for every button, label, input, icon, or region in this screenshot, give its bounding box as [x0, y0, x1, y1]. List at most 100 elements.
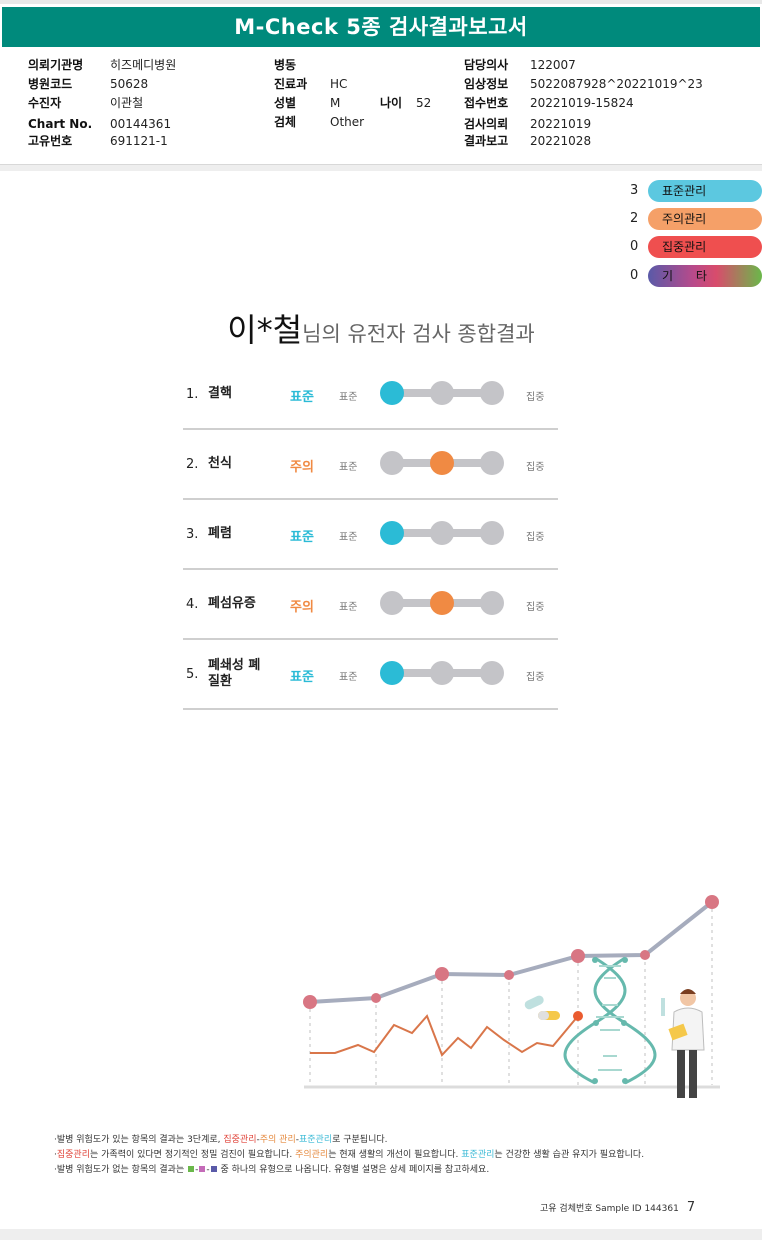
scale-low-label: 표준: [339, 532, 358, 543]
info-value: 20221019: [530, 117, 592, 131]
info-value: 122007: [530, 58, 576, 72]
section-divider: [0, 164, 762, 171]
gauge-active-dot: [380, 661, 404, 685]
scale-high-label: 집중: [526, 602, 545, 613]
result-number: 5.: [186, 667, 199, 682]
result-number: 4.: [186, 597, 199, 612]
risk-gauge: [380, 521, 504, 545]
footnote-standard-term: 표준관리: [298, 1135, 333, 1145]
footnote-caution-term: 주의관리: [295, 1150, 329, 1160]
info-value: 50628: [110, 77, 149, 91]
gauge-dot: [380, 451, 404, 475]
footnote-text: -: [295, 1135, 299, 1145]
legend-label: 기 타: [648, 265, 762, 287]
type-color-square: [210, 1166, 217, 1172]
footnote-text: 중 하나의 유형으로 나옵니다. 유형별 설명은 상세 페이지를 참고하세요.: [217, 1165, 490, 1175]
scale-high-label: 집중: [526, 532, 545, 543]
info-value: 이관철: [110, 96, 144, 110]
info-label: 진료과: [274, 77, 308, 91]
result-row: 1. 결핵 표준 표준 집중: [183, 360, 558, 430]
footnote-line: ·발병 위험도가 없는 항목의 결과는 -- 중 하나의 유형으로 나옵니다. …: [54, 1165, 490, 1175]
doctor-figure-icon: [661, 989, 705, 1098]
result-number: 2.: [186, 457, 199, 472]
top-border: [0, 0, 762, 4]
footnote-text: 는 현재 생활의 개선이 필요합니다.: [328, 1150, 462, 1160]
result-status: 표준: [290, 390, 314, 405]
info-label: 임상정보: [464, 77, 509, 91]
info-label: 검사의뢰: [464, 117, 509, 131]
risk-gauge: [380, 661, 504, 685]
info-value: 5022087928^20221019^23: [530, 77, 703, 91]
info-label: 접수번호: [464, 96, 509, 110]
info-value: Other: [330, 115, 365, 129]
gauge-dot: [430, 381, 454, 405]
legend-count: 0: [630, 268, 639, 283]
info-value: 히즈메디병원: [110, 58, 177, 72]
result-status: 표준: [290, 530, 314, 545]
footnote-text: -: [256, 1135, 260, 1145]
gauge-dot: [480, 591, 504, 615]
scale-low-label: 표준: [339, 462, 358, 473]
gauge-active-dot: [430, 591, 454, 615]
risk-gauge: [380, 451, 504, 475]
gauge-dot: [430, 521, 454, 545]
page-number: 7: [686, 1200, 696, 1215]
result-status: 주의: [290, 460, 314, 475]
scale-low-label: 표준: [339, 392, 358, 403]
info-value: 00144361: [110, 117, 172, 131]
footnote-standard-term: 표준관리: [461, 1150, 495, 1160]
info-label: 고유번호: [28, 134, 73, 148]
gauge-dot: [480, 381, 504, 405]
info-value: 20221019-15824: [530, 96, 634, 110]
info-label: 담당의사: [464, 58, 509, 72]
result-name: 폐섬유증: [208, 596, 256, 611]
result-row: 2. 천식 주의 표준 집중: [183, 430, 558, 500]
legend-count: 3: [630, 183, 639, 198]
legend-count: 2: [630, 211, 639, 226]
footnote-critical-term: 집중관리: [223, 1135, 257, 1145]
result-row: 4. 폐섬유증 주의 표준 집중: [183, 570, 558, 640]
patient-name-masked: 이*철: [227, 311, 303, 349]
vertical-dashes: [309, 902, 713, 1085]
footnote-line: ·발병 위험도가 있는 항목의 결과는 3단계로, 집중관리-주의 관리-표준관…: [54, 1133, 644, 1148]
result-name: 천식: [208, 456, 232, 471]
gauge-dot: [430, 661, 454, 685]
report-title: M-Check 5종 검사결과보고서: [2, 7, 760, 47]
info-label: 성별: [274, 96, 297, 110]
footnote-critical-term: 집중관리: [56, 1150, 90, 1160]
info-value: 52: [416, 96, 432, 110]
result-name: 폐쇄성 폐질환: [208, 658, 261, 689]
info-label: 검체: [274, 115, 297, 129]
legend-label: 집중관리: [648, 236, 762, 258]
result-number: 1.: [186, 387, 199, 402]
trend-line: [309, 900, 714, 1004]
pill-icons: [524, 995, 560, 1020]
summary-headline: 이*철님의 유전자 검사 종합결과: [0, 305, 762, 351]
dna-helix-icon: [563, 956, 657, 1085]
footnote-text: 로 구분됩니다.: [332, 1135, 388, 1145]
info-label: 병동: [274, 58, 297, 72]
headline-text: 님의 유전자 검사 종합결과: [302, 322, 535, 346]
footnote-line: ·집중관리는 가족력이 있다면 정기적인 정밀 검진이 필요합니다. 주의관리는…: [54, 1148, 644, 1163]
scale-low-label: 표준: [339, 602, 358, 613]
gauge-active-dot: [380, 521, 404, 545]
result-name: 폐렴: [208, 526, 232, 541]
result-row: 3. 폐렴 표준 표준 집중: [183, 500, 558, 570]
info-label: 의뢰기관명: [28, 58, 84, 72]
type-color-square: [199, 1166, 206, 1172]
scale-high-label: 집중: [526, 462, 545, 473]
gauge-dot: [480, 521, 504, 545]
info-label: 결과보고: [464, 134, 509, 148]
legend-count: 0: [630, 239, 639, 254]
result-status: 주의: [290, 600, 314, 615]
info-value: 20221028: [530, 134, 592, 148]
info-label: 병원코드: [28, 77, 73, 91]
footnote-text: 는 가족력이 있다면 정기적인 정밀 검진이 필요합니다.: [90, 1150, 296, 1160]
footnote-text: ·: [54, 1150, 57, 1160]
footnote-text: ·발병 위험도가 있는 항목의 결과는 3단계로,: [54, 1135, 224, 1145]
gauge-dot: [380, 591, 404, 615]
footnote-text: 는 건강한 생활 습관 유지가 필요합니다.: [494, 1150, 645, 1160]
fluctuation-line: [310, 1014, 579, 1057]
page-footer: 고유 검체번호 Sample ID 144361 7: [540, 1200, 695, 1215]
result-number: 3.: [186, 527, 199, 542]
